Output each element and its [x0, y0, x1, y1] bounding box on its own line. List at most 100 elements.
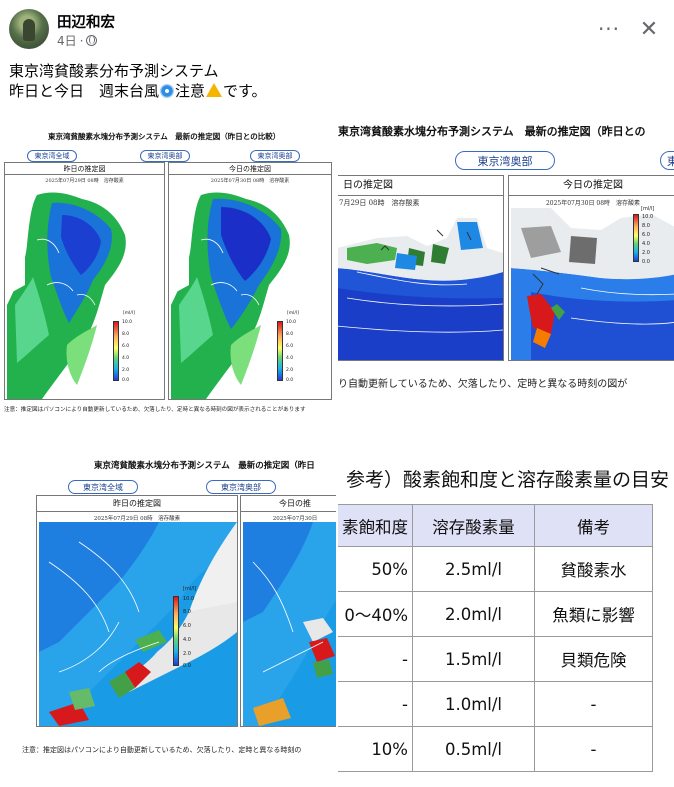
- post-text-segment: 昨日と今日 週末台風: [9, 82, 160, 100]
- warning-emoji-icon: [206, 83, 223, 97]
- post-meta: 4日 ·: [57, 32, 98, 49]
- author-name[interactable]: 田辺和宏: [57, 15, 115, 31]
- dissolved-oxygen-map-yesterday-mid: [39, 522, 237, 726]
- colorbar-tick: 10.0: [286, 320, 297, 325]
- cell-dissolved-oxygen: 2.0ml/l: [412, 591, 535, 637]
- close-icon: ✕: [639, 16, 659, 42]
- post-text-segment: です。: [223, 82, 267, 100]
- cell-saturation: 50%: [338, 546, 413, 592]
- header-remarks: 備考: [534, 504, 653, 547]
- colorbar-tick: 2.0: [183, 651, 191, 657]
- colorbar-tick: 4.0: [122, 356, 130, 361]
- colorbar: [277, 321, 283, 381]
- panel-heading: 昨日の推定図: [5, 163, 164, 175]
- dissolved-oxygen-map-today-mid: [243, 522, 336, 726]
- colorbar-unit: [ml/l]: [287, 311, 299, 316]
- colorbar-tick: 8.0: [183, 609, 191, 615]
- colorbar-unit: [ml/l]: [123, 311, 135, 316]
- cell-saturation: 0〜40%: [338, 591, 413, 637]
- yesterday-panel: 日の推定図 7月29日 08時 溶存酸素: [338, 175, 504, 361]
- today-panel: 今日の推 2025年07月30日: [240, 495, 336, 727]
- cell-remarks: -: [534, 726, 653, 772]
- panel-heading: 今日の推定図: [169, 163, 331, 175]
- photo-3[interactable]: 東京湾貧酸素水塊分布予測システム 最新の推定図（昨日 東京湾全域 東京湾奥部 昨…: [0, 449, 336, 787]
- more-options-button[interactable]: ···: [592, 14, 626, 44]
- region-button-all-bay[interactable]: 東京湾全域: [68, 480, 138, 494]
- post-time[interactable]: 4日: [57, 34, 77, 48]
- panel-heading: 今日の推: [241, 496, 336, 512]
- dissolved-oxygen-map-today: [171, 185, 331, 399]
- panel-subheading: 2025年07月30日 08時 溶存酸素: [210, 178, 290, 184]
- colorbar: [173, 596, 179, 666]
- photo-4-reference-table[interactable]: 参考）酸素飽和度と溶存酸素量の目安 素飽和度 溶存酸素量 備考 50% 2.5m…: [338, 449, 674, 787]
- post-text-line-2: 昨日と今日 週末台風 注意 です。: [9, 81, 267, 101]
- figure-footnote: り自動更新しているため、欠落したり、定時と異なる時刻の図が: [338, 379, 628, 390]
- colorbar-tick: 2.0: [122, 368, 130, 373]
- panel-subheading: 7月29日 08時 溶存酸素: [339, 199, 420, 207]
- author-avatar[interactable]: [9, 9, 49, 49]
- panel-heading: 今日の推定図: [509, 176, 674, 196]
- post-header: 田辺和宏 4日 · ··· ✕: [0, 0, 674, 56]
- panel-heading: 昨日の推定図: [37, 496, 237, 512]
- figure-footnote: 注意：推定図はパソコンにより自動更新しているため、欠落したり、定時と異なる時刻の: [22, 746, 302, 754]
- panel-subheading: 2025年07月29日 08時 溶存酸素: [45, 178, 124, 184]
- yesterday-panel: 昨日の推定図 2025年07月29日 08時 溶存酸素 [ml/l] 10.0 …: [36, 495, 238, 727]
- globe-icon: [86, 35, 98, 46]
- region-button-inner-bay[interactable]: 東京湾奥部: [140, 150, 190, 162]
- cyclone-emoji-icon: [160, 84, 175, 98]
- figure-title: 東京湾貧酸素水塊分布予測システム 最新の推定図（昨日: [94, 461, 315, 471]
- region-button-all-bay[interactable]: 東京湾全域: [27, 150, 77, 162]
- colorbar-tick: 4.0: [183, 637, 191, 643]
- colorbar-tick: 10.0: [122, 320, 133, 325]
- panel-subheading: 2025年07月30日: [272, 516, 318, 522]
- colorbar-unit: [ml/l]: [183, 586, 197, 592]
- table-row: 50% 2.5ml/l 貧酸素水: [338, 546, 653, 592]
- region-button-inner-bay[interactable]: 東京湾奥部: [206, 480, 276, 494]
- table-row: 0〜40% 2.0ml/l 魚類に影響: [338, 591, 653, 637]
- colorbar-tick: 4.0: [642, 241, 650, 247]
- region-button-inner-bay[interactable]: 東京湾奥部: [455, 151, 555, 170]
- colorbar-tick: 0.0: [122, 378, 130, 383]
- header-saturation: 素飽和度: [338, 504, 413, 547]
- table-row: - 1.5ml/l 貝類危険: [338, 636, 653, 682]
- cell-remarks: -: [534, 681, 653, 727]
- colorbar-tick: 6.0: [122, 344, 130, 349]
- panel-heading: 日の推定図: [338, 176, 503, 196]
- colorbar: [113, 321, 119, 381]
- region-button-inner-bay-2[interactable]: 東京湾奥部: [250, 150, 300, 162]
- region-button-partial[interactable]: 東: [660, 151, 674, 170]
- cell-dissolved-oxygen: 2.5ml/l: [412, 546, 535, 592]
- figure-title: 東京湾貧酸素水塊分布予測システム 最新の推定図（昨日との比較）: [48, 132, 281, 141]
- photo-1[interactable]: 東京湾貧酸素水塊分布予測システム 最新の推定図（昨日との比較） 東京湾全域 東京…: [0, 107, 336, 447]
- colorbar-tick: 10.0: [183, 596, 195, 602]
- panel-subheading: 2025年07月30日 08時 溶存酸素: [545, 200, 641, 207]
- oxygen-reference-table: 素飽和度 溶存酸素量 備考 50% 2.5ml/l 貧酸素水 0〜40% 2.0…: [338, 504, 653, 772]
- cell-remarks: 貝類危険: [534, 636, 653, 682]
- figure-title: 東京湾貧酸素水塊分布予測システム 最新の推定図（昨日との: [338, 125, 646, 138]
- colorbar-tick: 0.0: [286, 378, 294, 383]
- table-title: 参考）酸素飽和度と溶存酸素量の目安: [346, 469, 670, 491]
- table-row: - 1.0ml/l -: [338, 681, 653, 727]
- cell-remarks: 魚類に影響: [534, 591, 653, 637]
- meta-separator: ·: [79, 33, 84, 48]
- colorbar-tick: 4.0: [286, 356, 294, 361]
- photo-2[interactable]: 東京湾貧酸素水塊分布予測システム 最新の推定図（昨日との 東京湾奥部 東 日の推…: [338, 107, 674, 447]
- cell-saturation: -: [338, 636, 413, 682]
- yesterday-panel: 昨日の推定図 2025年07月29日 08時 溶存酸素 [ml/l] 10.0 …: [4, 162, 165, 400]
- colorbar-tick: 8.0: [286, 332, 294, 337]
- colorbar-tick: 2.0: [642, 250, 650, 256]
- more-options-icon: ···: [597, 17, 621, 41]
- header-dissolved-oxygen: 溶存酸素量: [412, 504, 535, 547]
- close-button[interactable]: ✕: [632, 14, 666, 44]
- colorbar-tick: 2.0: [286, 368, 294, 373]
- table-row: 10% 0.5ml/l -: [338, 726, 653, 772]
- post-text: 東京湾貧酸素分布予測システム 昨日と今日 週末台風 注意 です。: [9, 61, 267, 101]
- today-panel: 今日の推定図 2025年07月30日 08時 溶存酸素 [ml/l] 10.0 …: [508, 175, 674, 361]
- panel-subheading: 2025年07月29日 08時 溶存酸素: [93, 516, 181, 522]
- dissolved-oxygen-map-today-zoom: [511, 208, 674, 360]
- cell-dissolved-oxygen: 0.5ml/l: [412, 726, 535, 772]
- cell-saturation: -: [338, 681, 413, 727]
- colorbar-tick: 6.0: [286, 344, 294, 349]
- post-text-line-1: 東京湾貧酸素分布予測システム: [9, 62, 219, 80]
- colorbar-tick: 8.0: [642, 223, 650, 229]
